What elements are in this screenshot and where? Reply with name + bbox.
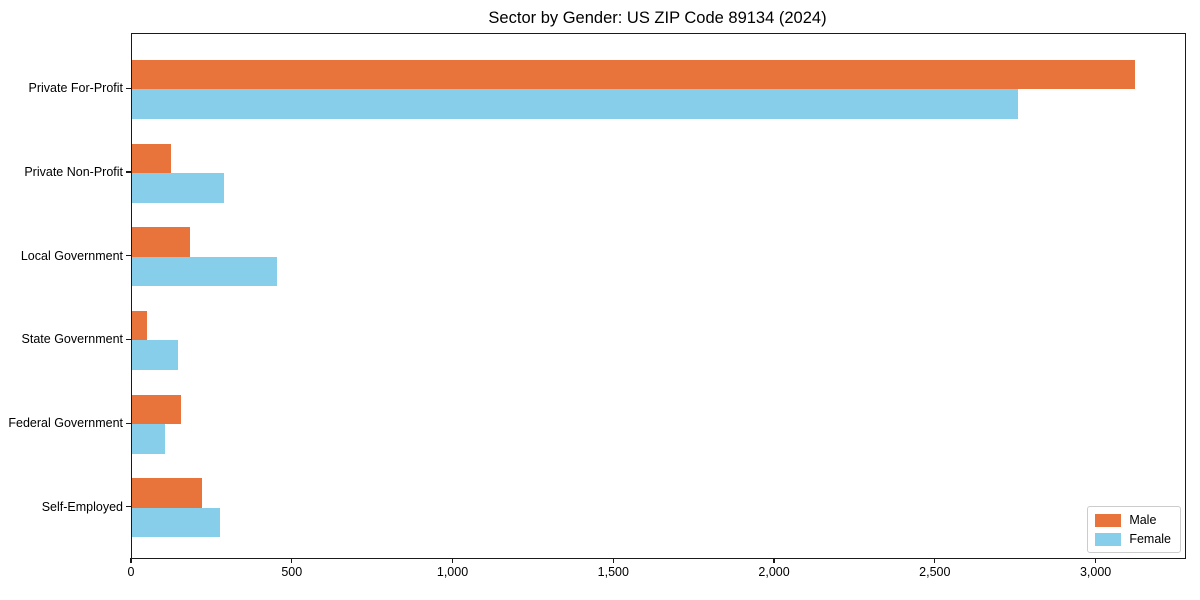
xtick-mark-0 <box>130 558 132 563</box>
legend-label-male: Male <box>1129 513 1157 527</box>
legend-item-male: Male <box>1095 513 1171 527</box>
bar-male-private-non-profit <box>132 143 171 173</box>
ytick-label-state-government: State Government <box>21 332 123 347</box>
xtick-mark-2-000 <box>773 558 775 563</box>
ytick-mark-private-for-profit <box>126 87 131 89</box>
xtick-label-1-000: 1,000 <box>436 565 469 579</box>
bar-female-state-government <box>132 340 179 370</box>
ytick-label-federal-government: Federal Government <box>8 416 123 431</box>
bar-male-private-for-profit <box>132 59 1136 90</box>
ytick-label-local-government: Local Government <box>20 248 123 263</box>
bar-female-private-non-profit <box>132 173 225 203</box>
xtick-mark-2-500 <box>934 558 936 563</box>
legend-swatch-female <box>1095 532 1122 546</box>
xtick-label-500: 500 <box>281 565 303 579</box>
plot-area: Male Female <box>131 33 1186 559</box>
legend-item-female: Female <box>1095 532 1171 546</box>
chart-title: Sector by Gender: US ZIP Code 89134 (202… <box>488 9 827 27</box>
bar-female-self-employed <box>132 507 221 538</box>
xtick-mark-500 <box>291 558 293 563</box>
xtick-mark-3-000 <box>1094 558 1097 563</box>
ytick-label-private-for-profit: Private For-Profit <box>28 81 123 96</box>
legend-swatch-male <box>1095 513 1122 527</box>
xtick-label-2-500: 2,500 <box>919 565 951 579</box>
bar-female-private-for-profit <box>132 89 1018 119</box>
ytick-mark-state-government <box>126 338 131 340</box>
xtick-label-1-500: 1,500 <box>597 565 629 579</box>
bar-male-state-government <box>132 310 148 341</box>
bar-male-federal-government <box>132 394 181 425</box>
xtick-mark-1-000 <box>451 558 454 563</box>
ytick-mark-self-employed <box>126 506 131 508</box>
ytick-mark-private-non-profit <box>126 171 131 173</box>
bar-male-self-employed <box>132 478 203 508</box>
ytick-label-self-employed: Self-Employed <box>41 499 123 514</box>
bar-female-federal-government <box>132 424 166 454</box>
xtick-label-3-000: 3,000 <box>1079 565 1112 579</box>
legend: Male Female <box>1087 506 1181 553</box>
bar-male-local-government <box>132 227 190 257</box>
ytick-mark-local-government <box>126 255 131 257</box>
ytick-mark-federal-government <box>126 422 131 424</box>
xtick-mark-1-500 <box>612 558 614 563</box>
ytick-label-private-non-profit: Private Non-Profit <box>24 165 123 179</box>
xtick-label-0: 0 <box>127 565 135 579</box>
xtick-label-2-000: 2,000 <box>758 565 790 579</box>
bar-female-local-government <box>132 256 277 287</box>
legend-label-female: Female <box>1129 532 1171 546</box>
